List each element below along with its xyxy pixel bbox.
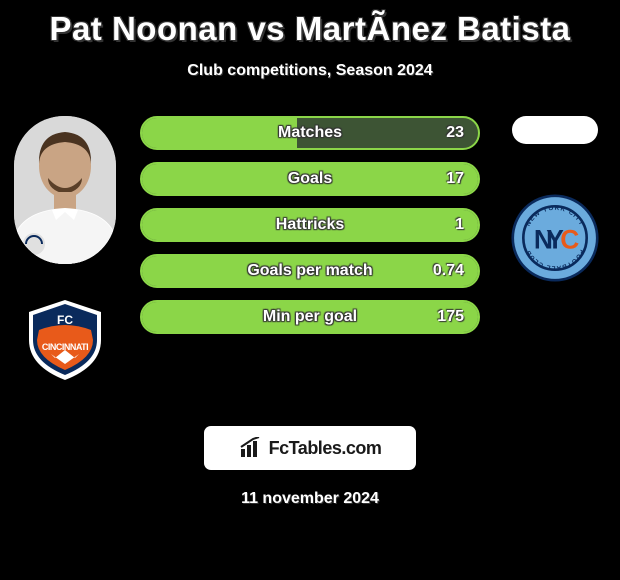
- page-subtitle: Club competitions, Season 2024: [187, 62, 432, 80]
- stat-bar-hattricks: Hattricks 1: [140, 208, 480, 242]
- player-avatar-right-blank: [512, 116, 598, 144]
- footer-date: 11 november 2024: [241, 490, 379, 508]
- stat-fill: [142, 118, 297, 148]
- chart-icon: [239, 437, 265, 459]
- stat-value: 0.74: [433, 262, 464, 280]
- comparison-row: FC CINCINNATI Matches 23 Goals 17 Hattr: [0, 116, 620, 384]
- stat-bar-min-per-goal: Min per goal 175: [140, 300, 480, 334]
- stat-label: Min per goal: [263, 308, 357, 326]
- player-avatar-left: [14, 116, 116, 264]
- stat-label: Hattricks: [276, 216, 344, 234]
- club-logo-right: NEW YORK CITY FOOTBALL CLUB N Y C: [511, 194, 599, 282]
- stat-bars: Matches 23 Goals 17 Hattricks 1 Goals pe…: [130, 116, 490, 334]
- brand-badge: FcTables.com: [204, 426, 416, 470]
- right-player-column: NEW YORK CITY FOOTBALL CLUB N Y C: [490, 116, 620, 282]
- svg-text:FC: FC: [57, 313, 73, 327]
- page-title: Pat Noonan vs MartÃ­nez Batista: [49, 10, 570, 48]
- svg-text:C: C: [560, 225, 579, 255]
- stat-bar-goals: Goals 17: [140, 162, 480, 196]
- stat-label: Goals per match: [247, 262, 372, 280]
- left-player-column: FC CINCINNATI: [0, 116, 130, 384]
- stat-label: Matches: [278, 124, 342, 142]
- stat-value: 17: [446, 170, 464, 188]
- stat-label: Goals: [288, 170, 332, 188]
- stat-bar-goals-per-match: Goals per match 0.74: [140, 254, 480, 288]
- stat-value: 1: [455, 216, 464, 234]
- stat-value: 23: [446, 124, 464, 142]
- brand-label: FcTables.com: [269, 438, 382, 459]
- stat-value: 175: [437, 308, 464, 326]
- club-logo-left: FC CINCINNATI: [21, 296, 109, 384]
- stat-bar-matches: Matches 23: [140, 116, 480, 150]
